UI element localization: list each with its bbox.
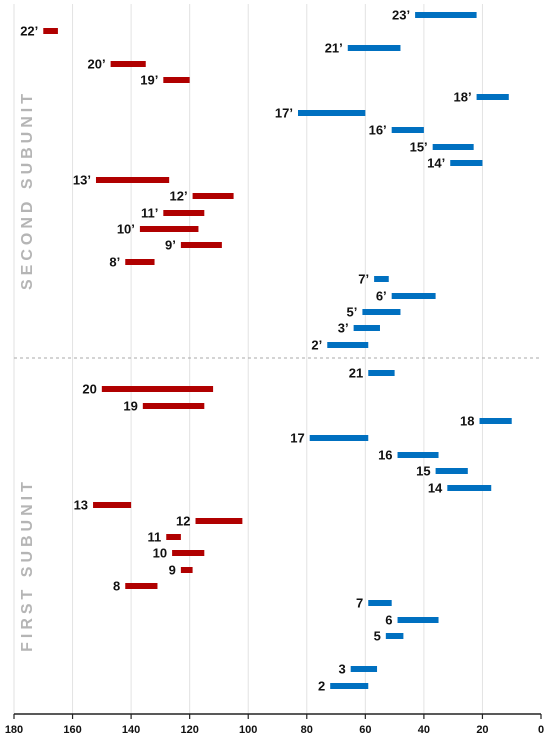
bar-20 <box>101 386 214 392</box>
bar-17 <box>309 435 369 441</box>
bar-label: 12’ <box>170 189 188 204</box>
bar-label: 13 <box>74 498 88 513</box>
bar-10p <box>139 226 199 232</box>
bar-label: 16 <box>378 448 392 463</box>
bar-15p <box>432 144 474 150</box>
bar-label: 12 <box>176 514 190 529</box>
bar-label: 14’ <box>427 156 445 171</box>
x-tick-label: 100 <box>239 724 257 736</box>
bar-9p <box>180 242 222 248</box>
bar-label: 15 <box>416 464 430 479</box>
bar-6 <box>397 617 439 623</box>
bar-13 <box>93 502 132 508</box>
bar-label: 18 <box>460 414 474 429</box>
bar-label: 6’ <box>376 289 387 304</box>
bar-label: 19 <box>123 399 137 414</box>
bar-5p <box>362 309 401 315</box>
bar-label: 17’ <box>275 106 293 121</box>
bar-2 <box>330 683 369 689</box>
x-tick-label: 0 <box>538 724 544 736</box>
bar-3 <box>350 666 378 672</box>
bar-14 <box>447 485 492 491</box>
bar-16p <box>391 127 424 133</box>
bar-label: 20 <box>82 382 96 397</box>
bar-label: 2 <box>318 679 325 694</box>
bar-label: 14 <box>428 481 443 496</box>
bar-label: 23’ <box>392 8 410 23</box>
bar-label: 8’ <box>109 255 120 270</box>
bar-20p <box>110 61 146 67</box>
bar-label: 10 <box>153 546 167 561</box>
bar-8 <box>125 583 158 589</box>
x-tick-label: 80 <box>301 724 313 736</box>
section-label-second-subunit: SECOND SUBUNIT <box>19 90 36 290</box>
bar-14p <box>450 160 483 166</box>
bar-label: 7 <box>356 596 363 611</box>
x-tick-label: 180 <box>5 724 23 736</box>
bar-2p <box>327 342 369 348</box>
bar-label: 22’ <box>20 24 38 39</box>
bar-label: 3’ <box>338 321 349 336</box>
bar-label: 3 <box>338 662 345 677</box>
bar-12p <box>192 193 234 199</box>
bar-12 <box>195 518 243 524</box>
bar-18 <box>479 418 512 424</box>
bar-label: 7’ <box>358 272 369 287</box>
bars <box>43 12 512 689</box>
bar-3p <box>353 325 380 331</box>
bar-label: 9 <box>169 563 176 578</box>
bar-label: 16’ <box>369 123 387 138</box>
bar-21 <box>368 370 395 376</box>
bar-label: 11’ <box>141 206 158 221</box>
bar-label: 19’ <box>140 73 158 88</box>
bar-22p <box>43 28 58 34</box>
section-label-first-subunit: FIRST SUBUNIT <box>19 478 36 652</box>
bar-8p <box>125 259 155 265</box>
bar-label: 13’ <box>73 173 91 188</box>
bar-label: 15’ <box>410 140 428 155</box>
bar-labels: 23’22’21’20’19’18’17’16’15’14’13’12’11’1… <box>20 8 474 694</box>
bar-label: 5’ <box>347 305 358 320</box>
bar-label: 9’ <box>165 238 176 253</box>
bar-9 <box>180 567 193 573</box>
bar-18p <box>476 94 509 100</box>
bar-6p <box>391 293 436 299</box>
bar-7p <box>374 276 389 282</box>
bar-label: 8 <box>113 579 120 594</box>
x-tick-label: 60 <box>359 724 371 736</box>
bar-5 <box>385 633 404 639</box>
grid-lines <box>13 4 483 714</box>
bar-23p <box>415 12 477 18</box>
bar-13p <box>95 177 170 183</box>
bar-label: 2’ <box>311 338 322 353</box>
bar-label: 18’ <box>454 90 472 105</box>
bar-label: 6 <box>385 613 392 628</box>
bar-19 <box>142 403 205 409</box>
bar-label: 21’ <box>325 41 343 56</box>
bar-label: 21 <box>349 366 363 381</box>
bar-10 <box>172 550 205 556</box>
x-tick-label: 40 <box>418 724 430 736</box>
bar-label: 10’ <box>117 222 135 237</box>
bar-21p <box>347 45 401 51</box>
bar-16 <box>397 452 439 458</box>
x-tick-label: 120 <box>180 724 198 736</box>
bar-label: 20’ <box>88 57 106 72</box>
bar-11 <box>166 534 181 540</box>
bar-7 <box>368 600 392 606</box>
x-axis-ticks: 180 160 140 120 100 80 60 40 20 0 <box>5 714 544 736</box>
bar-17p <box>297 110 366 116</box>
x-tick-label: 20 <box>476 724 488 736</box>
bar-label: 11 <box>147 530 161 545</box>
x-tick-label: 140 <box>122 724 140 736</box>
bar-label: 5 <box>374 629 381 644</box>
bar-15 <box>435 468 468 474</box>
bar-11p <box>163 210 205 216</box>
x-tick-label: 160 <box>63 724 81 736</box>
bar-label: 17 <box>290 431 304 446</box>
bar-19p <box>163 77 190 83</box>
